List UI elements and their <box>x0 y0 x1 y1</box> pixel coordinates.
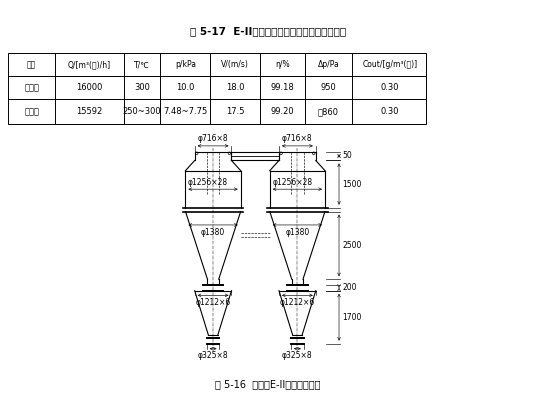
Text: 7.48~7.75: 7.48~7.75 <box>163 107 207 116</box>
Text: 1500: 1500 <box>343 180 362 189</box>
Text: 10.0: 10.0 <box>176 83 195 92</box>
Text: 17.5: 17.5 <box>226 107 244 116</box>
Bar <box>8 53 426 124</box>
Text: 項目: 項目 <box>27 60 36 69</box>
Text: 50: 50 <box>343 151 352 160</box>
Text: φ1380: φ1380 <box>201 228 225 237</box>
Text: 18.0: 18.0 <box>226 83 244 92</box>
Text: φ716×8: φ716×8 <box>198 134 228 143</box>
Text: φ325×8: φ325×8 <box>282 351 312 360</box>
Text: φ1212×6: φ1212×6 <box>280 298 315 307</box>
Text: φ1380: φ1380 <box>285 228 309 237</box>
Text: 0.30: 0.30 <box>381 83 399 92</box>
Text: 950: 950 <box>321 83 336 92</box>
Text: 0.30: 0.30 <box>381 107 399 116</box>
Text: p/kPa: p/kPa <box>175 60 196 69</box>
Text: 16000: 16000 <box>76 83 102 92</box>
Text: Cout/[g/m³(標)]: Cout/[g/m³(標)] <box>362 60 418 69</box>
Text: φ325×8: φ325×8 <box>198 351 228 360</box>
Text: 1700: 1700 <box>343 313 362 321</box>
Text: 約860: 約860 <box>318 107 339 116</box>
Text: 計算值: 計算值 <box>24 83 39 92</box>
Text: 99.20: 99.20 <box>271 107 294 116</box>
Text: 99.18: 99.18 <box>271 83 294 92</box>
Text: 250~300: 250~300 <box>123 107 161 116</box>
Text: η/%: η/% <box>275 60 290 69</box>
Text: φ1212×6: φ1212×6 <box>196 298 230 307</box>
Text: 圖 5-16  造氣爐E-II型旋風除塵器: 圖 5-16 造氣爐E-II型旋風除塵器 <box>215 380 321 389</box>
Text: 2500: 2500 <box>343 241 362 250</box>
Text: 表 5-17  E-II型旋風除塵器計算值與實測值比較: 表 5-17 E-II型旋風除塵器計算值與實測值比較 <box>190 26 346 37</box>
Text: T/℃: T/℃ <box>134 60 150 69</box>
Text: 300: 300 <box>134 83 150 92</box>
Text: Δp/Pa: Δp/Pa <box>317 60 339 69</box>
Text: φ716×8: φ716×8 <box>282 134 312 143</box>
Text: Q/[m³(標)/h]: Q/[m³(標)/h] <box>68 60 111 69</box>
Text: φ1256×28: φ1256×28 <box>272 178 312 187</box>
Text: 實測值: 實測值 <box>24 107 39 116</box>
Text: 200: 200 <box>343 283 357 292</box>
Text: φ1256×28: φ1256×28 <box>188 178 228 187</box>
Text: V/(m/s): V/(m/s) <box>221 60 249 69</box>
Text: 15592: 15592 <box>76 107 102 116</box>
